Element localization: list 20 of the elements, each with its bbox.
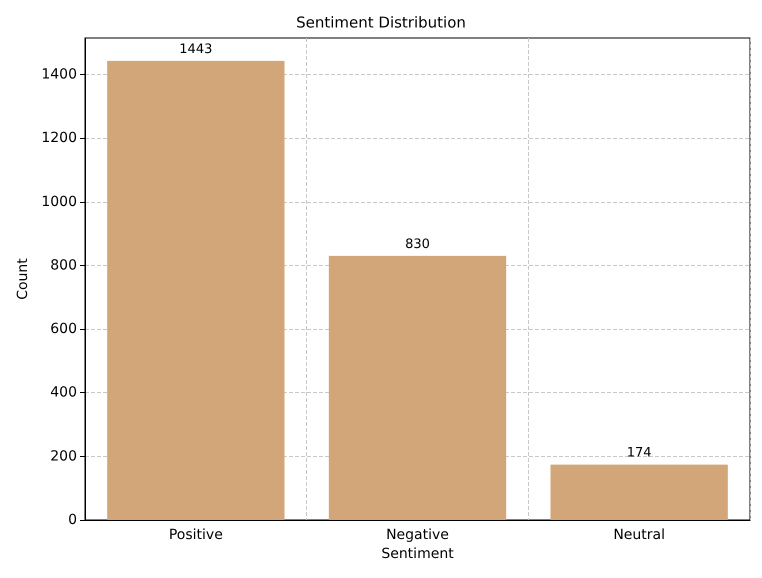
y-tick-label: 200 bbox=[50, 448, 77, 464]
chart-title: Sentiment Distribution bbox=[296, 14, 466, 32]
y-tick-label: 1400 bbox=[41, 66, 77, 83]
data-label: 1443 bbox=[179, 42, 212, 57]
y-tick-label: 1200 bbox=[41, 130, 77, 146]
y-tick-label: 0 bbox=[68, 512, 77, 528]
x-tick-label: Negative bbox=[386, 527, 449, 543]
y-tick-label: 1000 bbox=[41, 194, 77, 210]
y-tick-label: 600 bbox=[50, 321, 77, 338]
x-axis-title: Sentiment bbox=[381, 546, 454, 562]
x-tick-label: Positive bbox=[168, 527, 223, 543]
y-tick-label: 800 bbox=[50, 257, 77, 274]
data-label: 174 bbox=[626, 446, 652, 461]
y-tick-label: 400 bbox=[50, 384, 77, 401]
bar bbox=[550, 464, 728, 520]
bar bbox=[328, 256, 506, 520]
bar bbox=[107, 60, 284, 520]
y-axis-title: Count bbox=[15, 258, 31, 300]
x-tick-label: Neutral bbox=[613, 527, 666, 543]
data-label: 830 bbox=[405, 236, 430, 252]
